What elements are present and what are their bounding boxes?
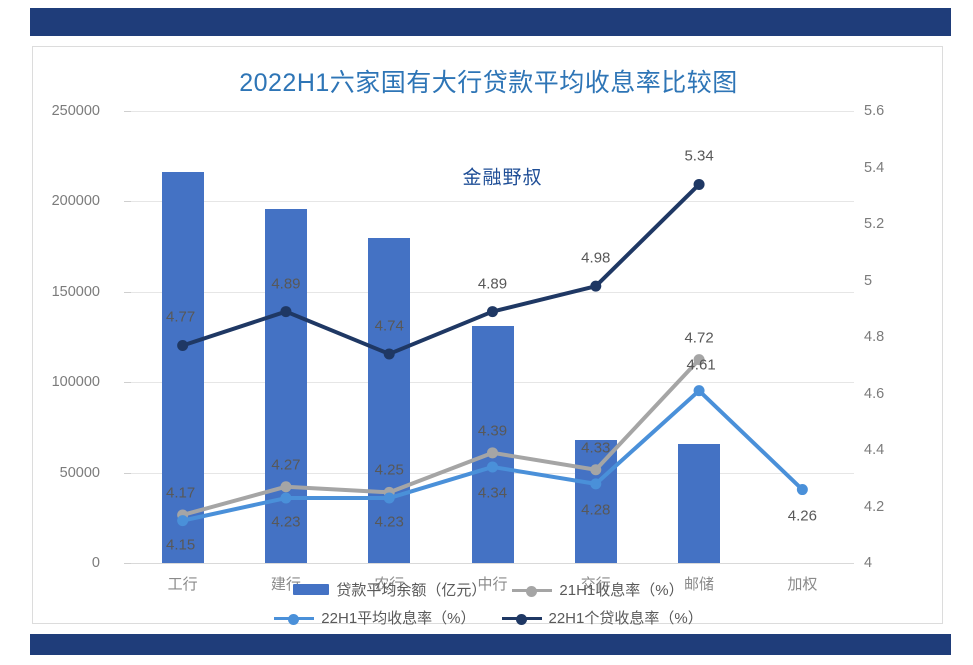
data-point-marker[interactable] [590,464,602,476]
legend-label-line-22h1-avg: 22H1平均收息率（%） [321,610,476,627]
data-point-marker[interactable] [177,515,189,527]
data-point-marker[interactable] [280,306,292,318]
data-point-marker[interactable] [177,339,189,351]
data-point-label: 4.39 [477,422,508,440]
x-axis-category-label: 工行 [167,576,198,593]
data-point-marker[interactable] [487,461,498,473]
legend-item-line-21h1[interactable]: 21H1收息率（%） [512,579,684,600]
chart-title: 2022H1六家国有大行贷款平均收息率比较图 [239,69,738,97]
y-axis-right-tick-label: 5.4 [864,159,885,176]
data-point-label: 4.74 [374,317,404,335]
slide-card: 2022H1六家国有大行贷款平均收息率比较图 0 50000 100000 15000… [32,46,943,627]
y-axis-right-tick-label: 5.6 [864,103,885,119]
legend-swatch-line-gray-icon [512,584,553,597]
y-axis-right-tick-label: 4.6 [864,385,885,402]
y-axis-right-tick-label: 4 [864,555,873,571]
data-point-label: 4.34 [477,484,508,502]
y-axis-left-tick [124,291,131,293]
data-point-marker[interactable] [590,478,602,490]
y-axis-right-tick-label: 5 [864,272,873,289]
x-axis-category-label: 中行 [477,576,508,593]
data-point-label: 4.17 [166,484,196,502]
legend-swatch-line-navy-icon [501,612,542,625]
data-point-marker[interactable] [487,306,498,318]
data-point-label: 4.28 [581,501,611,519]
legend-swatch-line-lightblue-icon [274,612,315,625]
data-point-marker[interactable] [796,484,808,496]
y-axis-left-tick [124,201,131,203]
data-point-marker[interactable] [280,481,292,493]
bar-loan-balance[interactable] [264,208,307,563]
y-axis-left-tick [124,563,131,564]
line-path-series-3[interactable] [180,182,702,356]
data-point-marker[interactable] [693,178,705,190]
data-point-marker[interactable] [383,348,395,360]
legend-row-1: 贷款平均余额（亿元） 21H1收息率（%） [293,579,684,600]
data-point-marker[interactable] [487,447,498,459]
data-point-label: 4.15 [166,536,196,554]
bar-loan-balance[interactable] [574,440,617,563]
legend-label-bar-balance: 贷款平均余额（亿元） [336,582,487,599]
data-point-label: 4.77 [166,308,196,326]
data-point-label: 4.98 [581,249,611,267]
x-axis-category-label: 农行 [374,576,405,593]
y-axis-right-tick-label: 5.2 [864,216,885,232]
data-point-label: 4.72 [684,329,714,347]
legend-swatch-bar-icon [293,584,330,595]
data-point-marker[interactable] [693,354,705,366]
gridline [131,291,854,293]
y-axis-left-tick-label: 100000 [51,374,100,391]
x-axis-category-label: 交行 [580,576,611,593]
bar-loan-balance[interactable] [471,326,514,563]
data-point-label: 4.27 [271,456,301,474]
x-axis-category-label: 邮储 [684,576,715,593]
legend-label-line-22h1-personal: 22H1个贷收息率（%） [548,610,703,627]
data-point-label: 4.33 [581,439,611,457]
y-axis-left-tick-label: 50000 [59,464,100,481]
data-point-label: 4.26 [787,507,817,525]
data-point-label: 4.23 [374,513,404,531]
line-series-layer [177,178,808,527]
chart-legend: 贷款平均余额（亿元） 21H1收息率（%） 22H1平均收息率（%） 22 [33,579,944,628]
y-axis-left-tick-label: 250000 [51,103,100,119]
y-axis-left-tick-label: 150000 [51,283,100,300]
top-accent-banner [30,8,951,36]
watermark-text: 金融野叔 [462,167,543,189]
data-point-label: 4.61 [686,356,716,374]
y-axis-right-tick-label: 4.4 [864,442,885,458]
bar-loan-balance[interactable] [161,172,204,563]
data-point-label: 4.89 [271,275,301,293]
y-axis-right-tick-label: 4.2 [864,498,885,515]
y-axis-left-tick-label: 200000 [51,193,100,210]
data-point-marker[interactable] [693,385,705,397]
bar-loan-balance[interactable] [368,237,411,563]
data-point-label: 4.25 [374,461,404,479]
y-axis-right-tick-label: 4.8 [864,329,885,345]
y-axis-left-tick [124,111,131,112]
y-axis-left-tick-label: 0 [91,555,100,571]
data-point-marker[interactable] [280,492,292,504]
bar-loan-balance[interactable] [678,443,721,563]
gridline [131,201,854,203]
y-axis-left-tick [124,382,131,384]
legend-label-line-21h1: 21H1收息率（%） [559,582,684,599]
gridline [131,111,854,112]
line-path-series-1[interactable] [180,357,702,517]
data-point-marker[interactable] [383,492,395,504]
legend-row-2: 22H1平均收息率（%） 22H1个贷收息率（%） [274,607,703,628]
plot-area: 0 50000 100000 150000 200000 250000 4 4.2 4.4 4.6… [52,103,885,593]
bottom-accent-banner [30,634,951,655]
plot-canvas: 0 50000 100000 150000 200000 250000 4 4.2 4.4 4.6… [52,103,885,593]
data-point-marker[interactable] [590,280,602,292]
axis-baseline [131,563,854,564]
legend-item-line-22h1-avg[interactable]: 22H1平均收息率（%） [274,607,476,628]
x-axis-category-label: 加权 [787,576,818,593]
y-axis-left-tick [124,472,131,474]
data-point-label: 4.23 [271,513,301,531]
legend-item-line-22h1-personal[interactable]: 22H1个贷收息率（%） [501,607,703,628]
data-point-label: 4.89 [477,275,508,293]
data-point-label: 5.34 [684,147,714,165]
legend-item-bar-balance[interactable]: 贷款平均余额（亿元） [293,579,486,600]
